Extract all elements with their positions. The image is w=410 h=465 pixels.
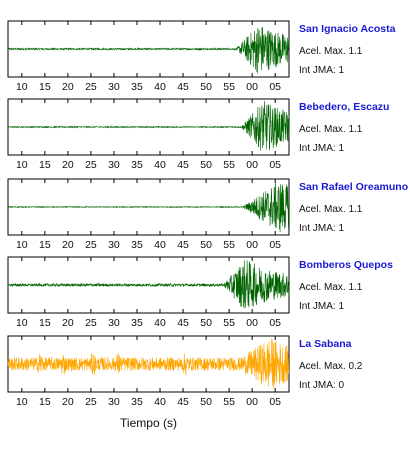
jma-intensity-label: Int JMA: 1 [299,301,345,312]
x-tick-label: 00 [246,396,258,408]
waveform-trace [7,100,290,151]
x-tick-label: 15 [39,317,51,329]
x-tick-label: 00 [246,239,258,251]
x-tick-label: 25 [85,81,97,93]
x-tick-label: 50 [200,317,212,329]
panel-info-1: San Ignacio Acosta Acel. Max. 1.1 Int JM… [299,23,409,76]
x-tick-label: 05 [269,81,281,93]
x-tick-label: 50 [200,239,212,251]
max-acceleration-label: Acel. Max. 1.1 [299,204,363,215]
x-tick-label: 45 [177,159,189,171]
x-tick-label: 15 [39,81,51,93]
station-name: San Rafael Oreamuno [299,181,409,193]
x-tick-label: 40 [154,396,166,408]
panel-info-5: La Sabana Acel. Max. 0.2 Int JMA: 0 [299,338,409,391]
x-tick-label: 30 [108,239,120,251]
waveform-trace [7,338,290,389]
x-tick-label: 40 [154,159,166,171]
x-tick-label: 40 [154,239,166,251]
x-tick-label: 35 [131,396,143,408]
x-tick-label: 30 [108,81,120,93]
x-tick-label: 40 [154,317,166,329]
x-tick-label: 55 [223,317,235,329]
x-tick-label: 45 [177,396,189,408]
x-tick-label: 30 [108,396,120,408]
x-tick-label: 20 [62,81,74,93]
max-acceleration-label: Acel. Max. 1.1 [299,124,363,135]
x-tick-label: 50 [200,396,212,408]
x-tick-label: 10 [16,81,28,93]
max-acceleration-label: Acel. Max. 1.1 [299,282,363,293]
waveform-trace [7,183,290,233]
waveform-trace [7,27,290,74]
x-tick-label: 55 [223,239,235,251]
panel-frame [7,335,290,393]
x-tick-label: 10 [16,159,28,171]
jma-intensity-label: Int JMA: 0 [299,380,345,391]
waveform-trace [7,260,290,309]
x-tick-label: 10 [16,317,28,329]
x-tick-label: 00 [246,317,258,329]
max-acceleration-label: Acel. Max. 1.1 [299,46,363,57]
x-tick-label: 55 [223,396,235,408]
jma-intensity-label: Int JMA: 1 [299,65,345,76]
x-tick-label: 15 [39,396,51,408]
x-tick-label: 45 [177,81,189,93]
x-tick-label: 45 [177,317,189,329]
x-tick-label: 05 [269,239,281,251]
x-tick-label: 50 [200,81,212,93]
x-tick-label: 15 [39,239,51,251]
max-acceleration-label: Acel. Max. 0.2 [299,361,363,372]
x-tick-label: 35 [131,317,143,329]
x-tick-label: 00 [246,81,258,93]
x-tick-label: 20 [62,317,74,329]
x-tick-label: 20 [62,239,74,251]
x-tick-label: 20 [62,159,74,171]
x-tick-label: 00 [246,159,258,171]
x-tick-label: 35 [131,239,143,251]
station-name: Bomberos Quepos [299,259,393,271]
x-tick-label: 25 [85,159,97,171]
x-tick-label: 45 [177,239,189,251]
x-tick-label: 10 [16,239,28,251]
x-tick-label: 10 [16,396,28,408]
station-name: La Sabana [299,338,352,350]
x-axis-label: Tiempo (s) [120,416,177,430]
x-tick-label: 50 [200,159,212,171]
panel-info-2: Bebedero, Escazu Acel. Max. 1.1 Int JMA:… [299,101,409,154]
x-tick-label: 35 [131,81,143,93]
x-tick-label: 30 [108,159,120,171]
x-tick-label: 55 [223,81,235,93]
x-tick-label: 05 [269,159,281,171]
panel-info-4: Bomberos Quepos Acel. Max. 1.1 Int JMA: … [299,259,409,312]
x-tick-label: 35 [131,159,143,171]
x-tick-label: 40 [154,81,166,93]
x-tick-label: 15 [39,159,51,171]
station-name: Bebedero, Escazu [299,101,390,113]
x-tick-label: 25 [85,239,97,251]
x-tick-label: 25 [85,396,97,408]
jma-intensity-label: Int JMA: 1 [299,223,345,234]
x-tick-label: 05 [269,396,281,408]
jma-intensity-label: Int JMA: 1 [299,143,345,154]
x-tick-label: 55 [223,159,235,171]
station-name: San Ignacio Acosta [299,23,396,35]
x-tick-label: 25 [85,317,97,329]
x-tick-label: 05 [269,317,281,329]
x-tick-label: 30 [108,317,120,329]
x-tick-label: 20 [62,396,74,408]
panel-info-3: San Rafael Oreamuno Acel. Max. 1.1 Int J… [299,181,409,234]
